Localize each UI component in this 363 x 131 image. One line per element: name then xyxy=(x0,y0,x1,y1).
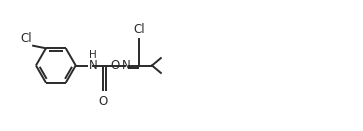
Text: Cl: Cl xyxy=(133,23,145,36)
Text: O: O xyxy=(110,59,119,72)
Text: H: H xyxy=(89,50,96,60)
Text: N: N xyxy=(89,59,97,72)
Text: O: O xyxy=(99,95,108,108)
Text: N: N xyxy=(122,59,131,72)
Text: Cl: Cl xyxy=(21,32,32,45)
